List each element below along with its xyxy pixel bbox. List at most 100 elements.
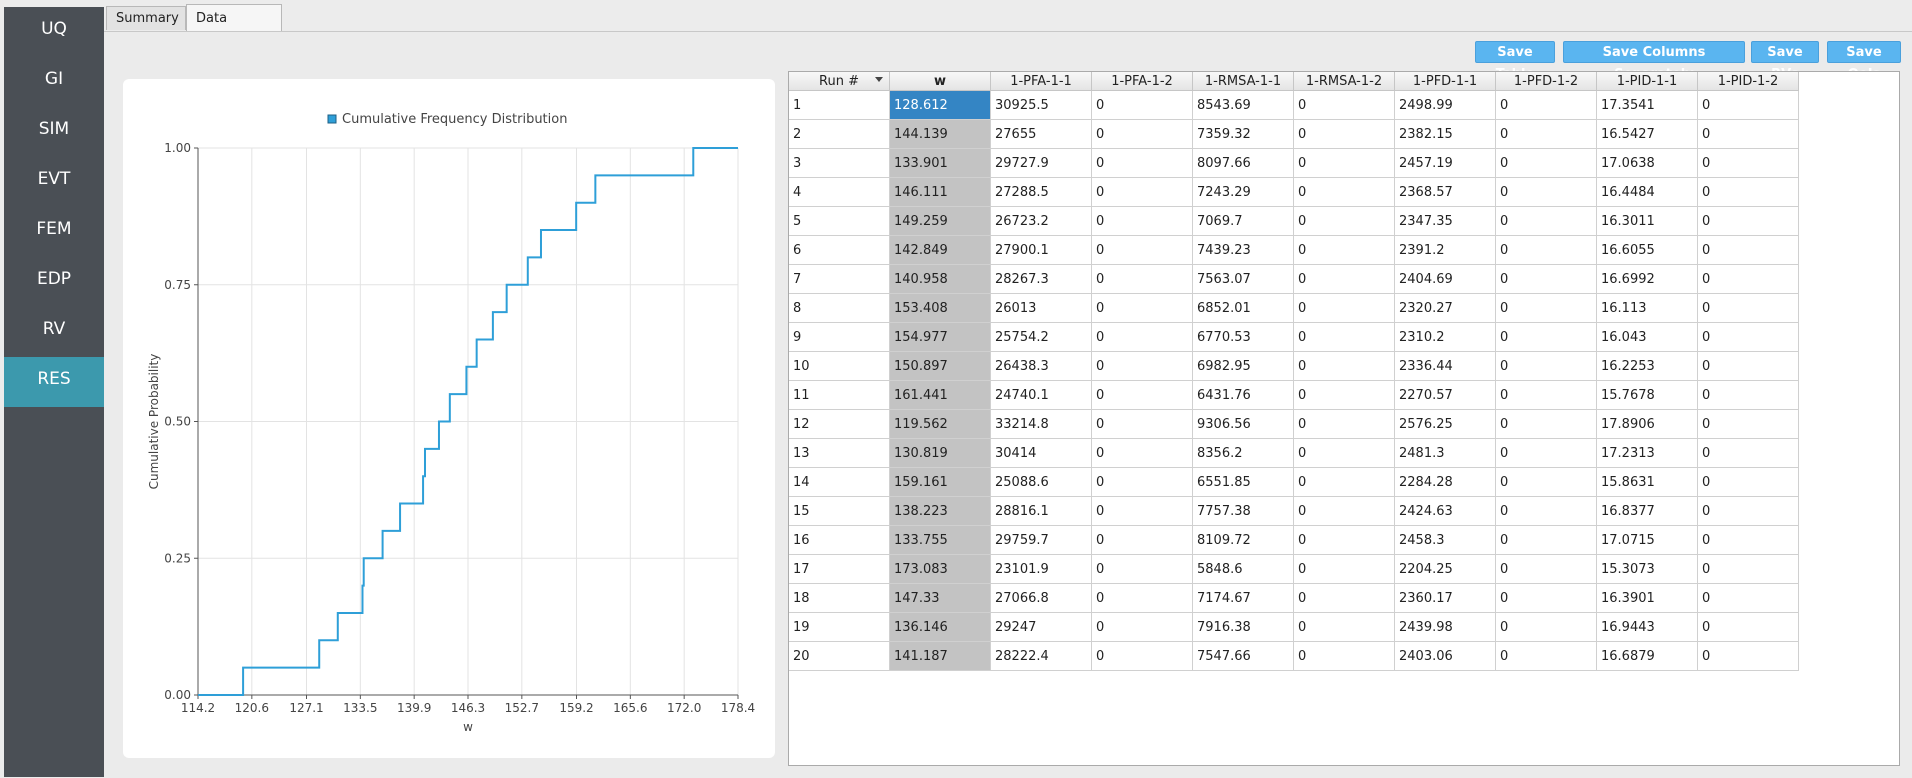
table-cell[interactable]: 0 [1496, 555, 1597, 584]
table-cell[interactable]: 0 [1496, 584, 1597, 613]
column-header[interactable]: 1-PID-1-2 [1698, 72, 1799, 91]
table-cell[interactable]: 5 [789, 207, 890, 236]
table-cell[interactable]: 0 [1496, 497, 1597, 526]
table-cell[interactable]: 0 [1092, 642, 1193, 671]
table-cell[interactable]: 0 [1294, 613, 1395, 642]
table-cell[interactable]: 0 [1092, 352, 1193, 381]
table-cell[interactable]: 0 [1092, 497, 1193, 526]
table-cell[interactable]: 0 [1698, 323, 1799, 352]
table-cell[interactable]: 0 [1294, 497, 1395, 526]
table-cell[interactable]: 0 [1496, 323, 1597, 352]
table-cell[interactable]: 28816.1 [991, 497, 1092, 526]
table-cell[interactable]: 10 [789, 352, 890, 381]
table-cell[interactable]: 2310.2 [1395, 323, 1496, 352]
table-cell[interactable]: 16.043 [1597, 323, 1698, 352]
table-cell[interactable]: 0 [1698, 642, 1799, 671]
table-cell[interactable]: 0 [1496, 294, 1597, 323]
table-cell[interactable]: 0 [1496, 236, 1597, 265]
table-cell[interactable]: 16 [789, 526, 890, 555]
table-cell[interactable]: 0 [1294, 207, 1395, 236]
table-cell[interactable]: 0 [1092, 555, 1193, 584]
table-cell[interactable]: 30925.5 [991, 91, 1092, 120]
table-cell[interactable]: 20 [789, 642, 890, 671]
table-cell[interactable]: 15.7678 [1597, 381, 1698, 410]
table-cell[interactable]: 0 [1496, 439, 1597, 468]
table-cell[interactable]: 26723.2 [991, 207, 1092, 236]
table-cell[interactable]: 7439.23 [1193, 236, 1294, 265]
table-cell[interactable]: 0 [1294, 120, 1395, 149]
table-cell[interactable]: 26013 [991, 294, 1092, 323]
table-cell[interactable]: 0 [1092, 294, 1193, 323]
table-cell[interactable]: 128.612 [890, 91, 991, 120]
table-cell[interactable]: 5848.6 [1193, 555, 1294, 584]
column-header[interactable]: Run # [789, 72, 890, 91]
table-cell[interactable]: 150.897 [890, 352, 991, 381]
table-cell[interactable]: 0 [1294, 149, 1395, 178]
table-cell[interactable]: 6770.53 [1193, 323, 1294, 352]
table-cell[interactable]: 0 [1092, 178, 1193, 207]
table-cell[interactable]: 2439.98 [1395, 613, 1496, 642]
table-cell[interactable]: 0 [1092, 207, 1193, 236]
sidebar-item-uq[interactable]: UQ [4, 7, 104, 57]
table-cell[interactable]: 0 [1698, 236, 1799, 265]
table-cell[interactable]: 0 [1496, 91, 1597, 120]
table-cell[interactable]: 0 [1496, 149, 1597, 178]
table-cell[interactable]: 19 [789, 613, 890, 642]
table-cell[interactable]: 16.6055 [1597, 236, 1698, 265]
table-cell[interactable]: 16.3011 [1597, 207, 1698, 236]
table-cell[interactable]: 14 [789, 468, 890, 497]
table-cell[interactable]: 0 [1496, 120, 1597, 149]
table-cell[interactable]: 0 [1294, 468, 1395, 497]
save-table-button[interactable]: Save Table [1475, 41, 1555, 63]
table-cell[interactable]: 0 [1092, 120, 1193, 149]
table-cell[interactable]: 33214.8 [991, 410, 1092, 439]
table-cell[interactable]: 27900.1 [991, 236, 1092, 265]
table-cell[interactable]: 13 [789, 439, 890, 468]
table-cell[interactable]: 27066.8 [991, 584, 1092, 613]
table-cell[interactable]: 25088.6 [991, 468, 1092, 497]
table-cell[interactable]: 0 [1496, 352, 1597, 381]
table-cell[interactable]: 16.3901 [1597, 584, 1698, 613]
table-cell[interactable]: 0 [1698, 497, 1799, 526]
table-cell[interactable]: 16.2253 [1597, 352, 1698, 381]
table-cell[interactable]: 133.901 [890, 149, 991, 178]
table-cell[interactable]: 0 [1496, 613, 1597, 642]
table-cell[interactable]: 6431.76 [1193, 381, 1294, 410]
table-cell[interactable]: 0 [1294, 410, 1395, 439]
sidebar-item-fem[interactable]: FEM [4, 207, 104, 257]
table-cell[interactable]: 27655 [991, 120, 1092, 149]
table-cell[interactable]: 2498.99 [1395, 91, 1496, 120]
table-cell[interactable]: 7757.38 [1193, 497, 1294, 526]
table-cell[interactable]: 0 [1294, 381, 1395, 410]
table-cell[interactable]: 147.33 [890, 584, 991, 613]
table-cell[interactable]: 2391.2 [1395, 236, 1496, 265]
table-cell[interactable]: 0 [1092, 468, 1193, 497]
table-cell[interactable]: 133.755 [890, 526, 991, 555]
table-cell[interactable]: 24740.1 [991, 381, 1092, 410]
table-cell[interactable]: 0 [1294, 555, 1395, 584]
table-cell[interactable]: 0 [1294, 642, 1395, 671]
table-cell[interactable]: 0 [1294, 352, 1395, 381]
table-cell[interactable]: 15.3073 [1597, 555, 1698, 584]
table-cell[interactable]: 2368.57 [1395, 178, 1496, 207]
table-cell[interactable]: 146.111 [890, 178, 991, 207]
table-cell[interactable]: 15.8631 [1597, 468, 1698, 497]
table-cell[interactable]: 7174.67 [1193, 584, 1294, 613]
table-cell[interactable]: 29759.7 [991, 526, 1092, 555]
table-cell[interactable]: 17 [789, 555, 890, 584]
table-cell[interactable]: 2457.19 [1395, 149, 1496, 178]
table-cell[interactable]: 0 [1698, 352, 1799, 381]
table-cell[interactable]: 153.408 [890, 294, 991, 323]
table-cell[interactable]: 8543.69 [1193, 91, 1294, 120]
table-cell[interactable]: 0 [1092, 381, 1193, 410]
table-cell[interactable]: 0 [1496, 642, 1597, 671]
table-cell[interactable]: 138.223 [890, 497, 991, 526]
table-cell[interactable]: 2284.28 [1395, 468, 1496, 497]
sidebar-item-res[interactable]: RES [4, 357, 104, 407]
table-cell[interactable]: 8109.72 [1193, 526, 1294, 555]
sidebar-item-rv[interactable]: RV [4, 307, 104, 357]
table-cell[interactable]: 6551.85 [1193, 468, 1294, 497]
table-cell[interactable]: 28222.4 [991, 642, 1092, 671]
column-header[interactable]: 1-PID-1-1 [1597, 72, 1698, 91]
table-cell[interactable]: 0 [1698, 613, 1799, 642]
